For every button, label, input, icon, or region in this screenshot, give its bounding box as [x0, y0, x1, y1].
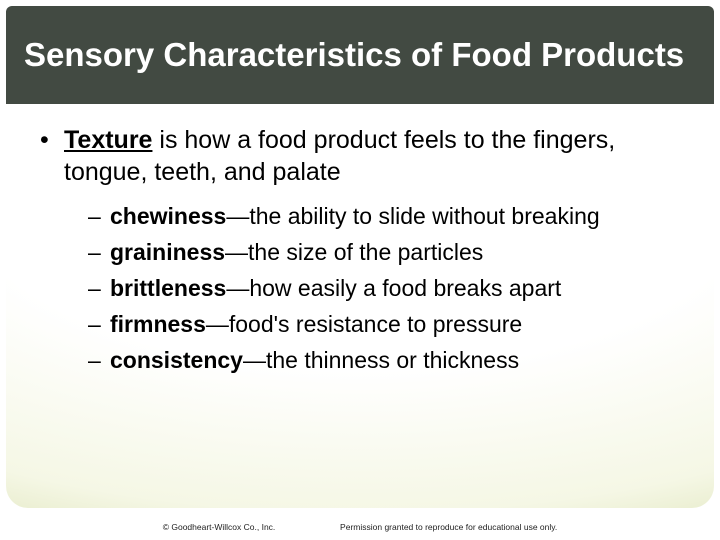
dash-icon: –: [88, 310, 110, 340]
bullet-marker: •: [40, 124, 64, 156]
title-band: Sensory Characteristics of Food Products: [6, 6, 714, 104]
dash-icon: –: [88, 238, 110, 268]
term-texture: Texture: [64, 126, 152, 154]
desc: the thinness or thickness: [266, 347, 519, 373]
term-firmness: firmness: [110, 311, 206, 337]
dash-icon: –: [88, 274, 110, 304]
sub-bullet: –chewiness—the ability to slide without …: [88, 202, 680, 232]
desc: food's resistance to pressure: [229, 311, 522, 337]
sub-bullet: –firmness—food's resistance to pressure: [88, 310, 680, 340]
sep: —: [226, 203, 249, 229]
slide: Sensory Characteristics of Food Products…: [0, 0, 720, 540]
dash-icon: –: [88, 346, 110, 376]
footer-permission: Permission granted to reproduce for educ…: [340, 522, 557, 532]
footer-copyright: © Goodheart-Willcox Co., Inc.: [163, 522, 276, 532]
sub-bullet-list: –chewiness—the ability to slide without …: [40, 202, 680, 375]
bullet-level1: •Texture is how a food product feels to …: [40, 124, 680, 188]
sub-bullet: –brittleness—how easily a food breaks ap…: [88, 274, 680, 304]
sep: —: [206, 311, 229, 337]
term-chewiness: chewiness: [110, 203, 226, 229]
term-brittleness: brittleness: [110, 275, 226, 301]
sep: —: [243, 347, 266, 373]
term-graininess: graininess: [110, 239, 225, 265]
sep: —: [225, 239, 248, 265]
sub-bullet: –consistency—the thinness or thickness: [88, 346, 680, 376]
sep: —: [226, 275, 249, 301]
content-panel: •Texture is how a food product feels to …: [6, 104, 714, 508]
dash-icon: –: [88, 202, 110, 232]
sub-bullet: –graininess—the size of the particles: [88, 238, 680, 268]
slide-title: Sensory Characteristics of Food Products: [24, 36, 684, 74]
desc: how easily a food breaks apart: [249, 275, 561, 301]
term-consistency: consistency: [110, 347, 243, 373]
desc: the ability to slide without breaking: [249, 203, 599, 229]
footer: © Goodheart-Willcox Co., Inc. Permission…: [0, 522, 720, 532]
desc: the size of the particles: [248, 239, 483, 265]
